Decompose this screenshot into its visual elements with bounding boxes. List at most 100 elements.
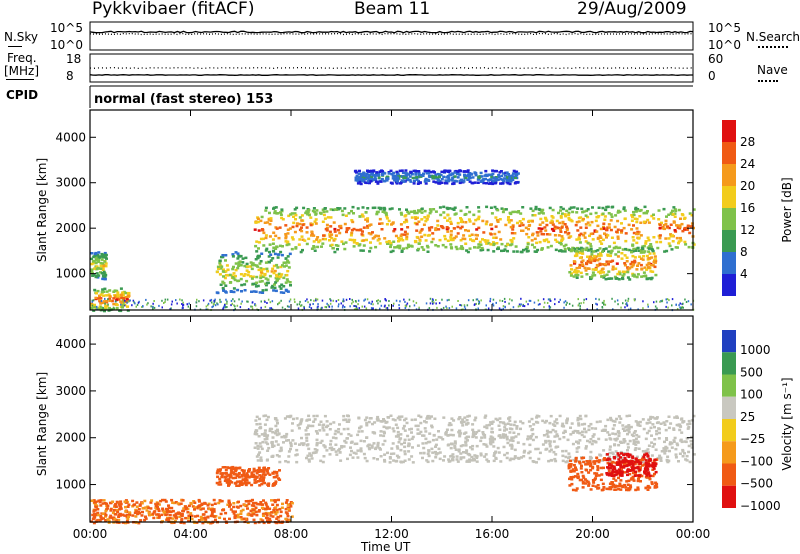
power-cell [251,275,255,278]
power-cell [449,236,453,239]
velocity-cell [243,481,247,485]
power-cell [389,169,393,173]
power-cell [286,228,290,231]
power-cell [599,252,603,255]
velocity-cell [267,512,271,515]
power-cell [599,269,603,273]
power-cell [445,227,449,231]
power-cell [121,294,125,297]
power-cell [265,281,269,285]
power-cell [246,273,250,277]
power-cell [261,291,265,294]
power-cell [113,289,117,292]
power-cell [368,178,371,181]
power-cell [487,242,491,245]
power-cell [677,241,680,245]
velocity-cell [271,515,275,518]
velocity-cell [443,455,447,458]
velocity-cell [510,444,514,448]
velocity-cell [176,502,180,505]
y-tick-label: 1000 [55,478,86,492]
power-cell [409,305,411,308]
velocity-cell [396,430,400,434]
velocity-cell [121,513,125,516]
velocity-cell [459,420,463,424]
power-cell [330,243,334,247]
power-cell [330,299,332,302]
velocity-cell [449,455,453,458]
power-cell [489,300,491,303]
velocity-cell [521,421,525,425]
velocity-cell [591,435,595,438]
power-cell [423,209,427,213]
power-cell [345,230,348,234]
power-cell [315,297,317,300]
power-cell [620,252,624,255]
velocity-cell [329,422,333,426]
power-cell [256,284,260,288]
power-cell [374,180,378,183]
power-cell [614,214,618,217]
power-cell [226,306,228,308]
power-cell [603,301,605,304]
velocity-cell [330,448,334,452]
velocity-cell [275,474,279,477]
power-cell [260,215,264,219]
velocity-cell [287,450,291,453]
power-cell [298,222,302,226]
power-cell [458,181,462,185]
power-cell [321,208,325,211]
power-cell [486,239,490,242]
power-cell [533,246,537,249]
velocity-cell [285,499,289,502]
velocity-cell [263,481,267,485]
velocity-cell [677,460,680,463]
velocity-cell [143,518,147,522]
power-cell [649,270,653,273]
velocity-cell [647,429,651,433]
power-cell [518,224,522,227]
velocity-cell [662,421,666,424]
power-cell [367,232,371,235]
velocity-cell [256,447,260,450]
power-cell [660,221,663,225]
velocity-cell [144,515,147,518]
power-cell [436,172,440,176]
power-cell [333,227,337,231]
power-cell [224,290,227,293]
velocity-cell [99,499,103,502]
velocity-cell [646,476,649,479]
power-cell [609,260,613,263]
power-cell [233,304,235,307]
power-cell [679,306,681,309]
power-cell [255,250,259,253]
power-cell [610,249,614,252]
power-cell [680,222,684,226]
velocity-cell [492,454,496,457]
velocity-cell [519,427,522,431]
power-cell [466,250,470,254]
velocity-cell [173,520,177,523]
power-cell [264,277,268,280]
power-cell [631,272,635,276]
power-cell [537,299,540,302]
power-cell [382,207,386,210]
power-cell [284,308,286,311]
power-cell [491,169,495,172]
velocity-cell [638,458,641,462]
velocity-cell [289,505,293,508]
power-cell [653,258,657,261]
power-cell [611,259,615,263]
velocity-cell [261,473,265,476]
velocity-cell [496,418,500,422]
power-cell [616,235,620,238]
power-cell [503,248,507,251]
power-cell [93,288,97,292]
power-cell [545,223,549,227]
power-cell [279,250,283,254]
velocity-cell [619,450,623,454]
velocity-cell [620,452,623,455]
power-cell [537,212,541,215]
power-cell [572,270,576,274]
power-cell [364,211,368,214]
